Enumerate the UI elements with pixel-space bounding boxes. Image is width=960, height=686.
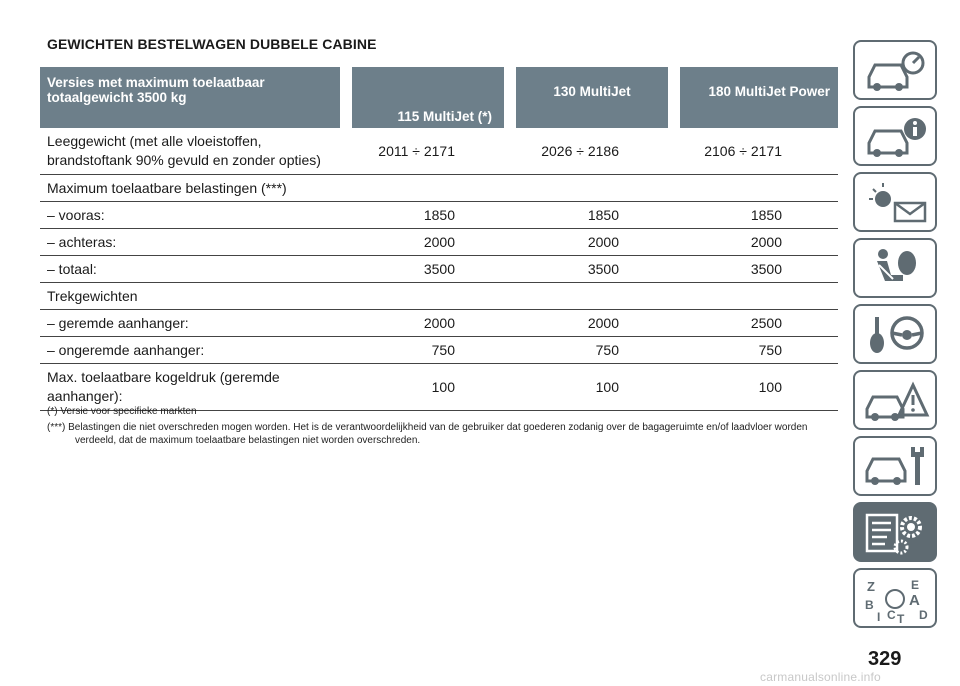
row-value: 2500 [674, 309, 838, 337]
table-row: – ongeremde aanhanger: 750 750 750 [40, 336, 838, 364]
row-value: 750 [674, 336, 838, 364]
row-value: 2011 ÷ 2171 [346, 128, 510, 175]
table-row: – vooras: 1850 1850 1850 [40, 201, 838, 229]
header-versions: Versies met maximum toelaatbaar totaalge… [40, 67, 346, 128]
svg-text:B: B [865, 598, 874, 612]
row-value: 2026 ÷ 2186 [510, 128, 674, 175]
page-number: 329 [868, 648, 902, 670]
row-label: – geremde aanhanger: [40, 309, 346, 337]
car-dashboard-icon [867, 51, 925, 91]
row-label: – totaal: [40, 255, 346, 283]
row-label: – achteras: [40, 228, 346, 256]
row-value: 100 [346, 363, 510, 411]
row-value [510, 174, 674, 202]
watermark: carmanualsonline.info [760, 670, 881, 684]
warning-light-envelope-icon [869, 183, 927, 223]
chapter-tab-technical-data[interactable] [853, 502, 937, 562]
row-value [346, 282, 510, 310]
svg-text:E: E [911, 578, 919, 592]
row-value: 3500 [346, 255, 510, 283]
row-value [674, 174, 838, 202]
table-row: Maximum toelaatbare belastingen (***) [40, 174, 838, 202]
row-value: 1850 [510, 201, 674, 229]
row-value: 100 [674, 363, 838, 411]
row-label: Max. toelaatbare kogeldruk (geremde aanh… [40, 363, 346, 411]
table-row: Leeggewicht (met alle vloeistoffen, bran… [40, 128, 838, 175]
footnote-specific-markets: (*) Versie voor specifieke markten [47, 406, 197, 417]
row-value: 2000 [510, 309, 674, 337]
row-label: – ongeremde aanhanger: [40, 336, 346, 364]
row-value [510, 282, 674, 310]
svg-text:A: A [909, 592, 920, 609]
row-value [674, 282, 838, 310]
row-value: 2106 ÷ 2171 [674, 128, 838, 175]
footnote-max-loads: (***) Belastingen die niet overschreden … [47, 422, 808, 446]
chapter-tab-info[interactable] [853, 106, 937, 166]
chapter-tab-dashboard[interactable] [853, 40, 937, 100]
row-label: – vooras: [40, 201, 346, 229]
row-value: 1850 [346, 201, 510, 229]
row-label: Trekgewichten [40, 282, 346, 310]
table-row: Max. toelaatbare kogeldruk (geremde aanh… [40, 363, 838, 411]
header-180-multijet-power: 180 MultiJet Power [668, 67, 838, 128]
row-value: 750 [346, 336, 510, 364]
row-label: Maximum toelaatbare belastingen (***) [40, 174, 346, 202]
row-value: 2000 [346, 228, 510, 256]
chapter-tab-maintenance[interactable] [853, 436, 937, 496]
list-gears-icon [865, 513, 922, 555]
row-value: 3500 [510, 255, 674, 283]
svg-text:D: D [919, 608, 928, 622]
header-115-multijet: 115 MultiJet (*) [340, 67, 510, 128]
table-row: – geremde aanhanger: 2000 2000 2500 [40, 309, 838, 337]
footnotes: (*) Versie voor specifieke markten (***)… [47, 405, 837, 450]
car-breakdown-warning-icon [865, 381, 930, 421]
seated-person-airbag-icon [877, 249, 916, 281]
header-130-multijet: 130 MultiJet [504, 67, 674, 128]
row-value: 750 [510, 336, 674, 364]
weights-table: Versies met maximum toelaatbaar totaalge… [40, 67, 838, 411]
page-title: GEWICHTEN BESTELWAGEN DUBBELE CABINE [47, 36, 377, 52]
row-value: 2000 [674, 228, 838, 256]
row-value: 2000 [510, 228, 674, 256]
svg-text:T: T [897, 612, 905, 623]
row-value [346, 174, 510, 202]
row-value: 1850 [674, 201, 838, 229]
alphabet-index-icon: Z E B A I C D T [865, 578, 928, 623]
car-info-icon [867, 118, 926, 157]
row-value: 3500 [674, 255, 838, 283]
svg-text:C: C [887, 608, 896, 622]
key-steering-wheel-icon [870, 316, 924, 353]
row-value: 100 [510, 363, 674, 411]
table-row: – achteras: 2000 2000 2000 [40, 228, 838, 256]
chapter-tab-index[interactable]: Z E B A I C D T [853, 568, 937, 628]
table-header-row: Versies met maximum toelaatbaar totaalge… [40, 67, 838, 128]
row-label: Leeggewicht (met alle vloeistoffen, bran… [40, 128, 346, 175]
row-value: 2000 [346, 309, 510, 337]
chapter-tab-starting[interactable] [853, 304, 937, 364]
svg-text:Z: Z [867, 579, 875, 594]
table-row: Trekgewichten [40, 282, 838, 310]
table-row: – totaal: 3500 3500 3500 [40, 255, 838, 283]
chapter-tab-emergency[interactable] [853, 370, 937, 430]
chapter-tab-safety[interactable] [853, 238, 937, 298]
car-wrench-icon [865, 447, 924, 485]
chapter-tab-warnings[interactable] [853, 172, 937, 232]
svg-text:I: I [877, 610, 880, 623]
